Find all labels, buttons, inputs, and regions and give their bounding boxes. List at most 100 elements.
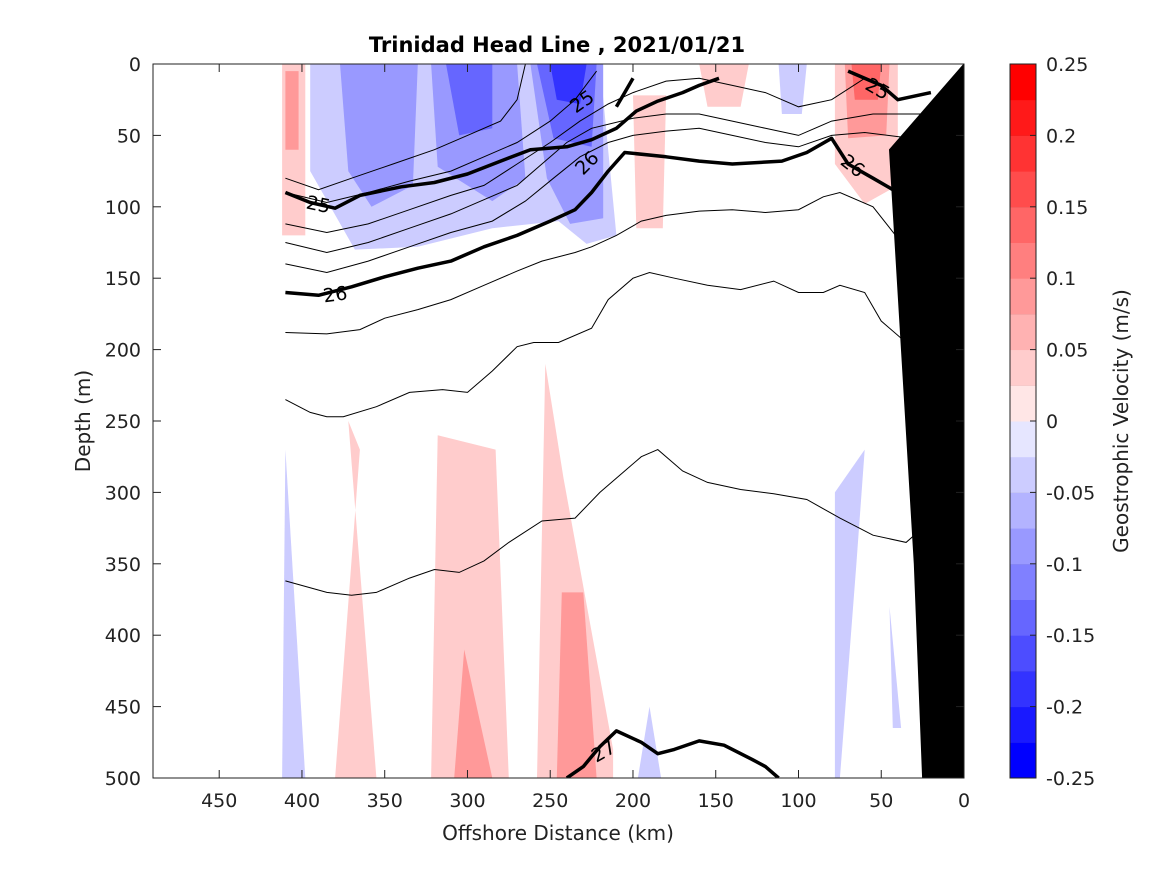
y-tick-label: 50 (117, 125, 141, 147)
y-tick-label: 400 (105, 625, 141, 647)
velocity-region (282, 449, 306, 778)
colorbar-band (1010, 99, 1036, 136)
y-tick-label: 200 (105, 340, 141, 362)
colorbar-tick-label: 0.05 (1046, 340, 1088, 362)
velocity-region (454, 649, 493, 778)
x-axis: 450 400 350 300 250 200 150 100 50 0 (201, 64, 970, 812)
colorbar-band (1010, 706, 1036, 743)
velocity-region (537, 363, 614, 778)
colorbar-band (1010, 670, 1036, 708)
colorbar-tick-label: -0.15 (1046, 625, 1095, 647)
x-tick-label: 200 (615, 790, 651, 812)
colorbar-band (1010, 528, 1036, 565)
colorbar-tick-label: 0.1 (1046, 268, 1076, 290)
colorbar-tick-label: 0.15 (1046, 197, 1088, 219)
density-contour-25 (284, 76, 720, 210)
colorbar: -0.25 -0.2 -0.15 -0.1 -0.05 0 0.05 0.1 0.15 0.2 0.… (1009, 54, 1095, 790)
colorbar-band (1010, 135, 1036, 172)
y-tick-label: 300 (105, 482, 141, 504)
velocity-region (285, 71, 299, 150)
x-tick-label: 50 (869, 790, 893, 812)
colorbar-band (1010, 64, 1036, 101)
colorbar-tick-label: -0.05 (1046, 482, 1095, 504)
x-tick-label: 450 (201, 790, 237, 812)
velocity-fill-layer (282, 64, 902, 778)
colorbar-band (1010, 492, 1036, 529)
colorbar-ticks: -0.25 -0.2 -0.15 -0.1 -0.05 0 0.05 0.1 0.15 0.2 0.… (1030, 54, 1095, 790)
colorbar-band (1010, 171, 1036, 208)
velocity-region (851, 64, 882, 100)
colorbar-band (1010, 313, 1036, 351)
x-tick-label: 0 (958, 790, 970, 812)
contour-label: 26 (322, 282, 349, 307)
velocity-region (637, 706, 662, 778)
colorbar-band (1010, 349, 1036, 386)
y-tick-label: 500 (105, 768, 141, 790)
y-axis: 0 50 100 150 200 250 300 350 400 450 500 (105, 54, 964, 790)
colorbar-band (1010, 742, 1036, 779)
velocity-region (834, 449, 865, 778)
velocity-region (431, 435, 509, 778)
density-contour-thin (285, 77, 865, 234)
density-contour-thin (285, 64, 526, 191)
velocity-region (556, 592, 597, 778)
colorbar-tick-label: 0 (1046, 411, 1058, 433)
density-contour-thin (285, 449, 929, 611)
colorbar-band (1010, 599, 1036, 636)
bathymetry-shape (888, 64, 964, 778)
density-contour-layer (284, 64, 932, 778)
y-tick-label: 0 (129, 54, 141, 76)
colorbar-band (1010, 242, 1036, 279)
colorbar-tick-label: -0.25 (1046, 768, 1095, 790)
colorbar-tick-label: 0.25 (1046, 54, 1088, 76)
contour-label-text: 26 (322, 282, 349, 307)
density-contour-thin (285, 127, 923, 274)
x-tick-label: 350 (367, 790, 403, 812)
x-axis-label: Offshore Distance (km) (442, 821, 674, 845)
colorbar-band (1010, 206, 1036, 243)
density-contour-thin (285, 271, 915, 418)
density-contour-26 (285, 136, 932, 298)
y-tick-label: 150 (105, 268, 141, 290)
contour-label: 25 (304, 192, 332, 219)
y-tick-label: 350 (105, 554, 141, 576)
colorbar-band (1010, 456, 1036, 493)
density-contour-27 (565, 729, 780, 778)
velocity-region (889, 606, 902, 728)
velocity-region (699, 64, 749, 107)
colorbar-label: Geostrophic Velocity (m/s) (1109, 289, 1133, 553)
colorbar-band (1010, 563, 1036, 600)
contour-label-text: 25 (304, 192, 332, 219)
colorbar-tick-label: -0.2 (1046, 697, 1083, 719)
colorbar-bands (1010, 63, 1036, 779)
density-contour-25 (614, 77, 635, 108)
density-contour-thin (285, 191, 932, 335)
colorbar-band (1010, 421, 1036, 458)
y-tick-label: 450 (105, 697, 141, 719)
velocity-region (335, 421, 377, 778)
density-contour-thin (285, 113, 923, 254)
density-contour-25 (847, 69, 932, 102)
bathymetry-layer (888, 64, 964, 778)
x-tick-label: 250 (532, 790, 568, 812)
colorbar-band (1010, 635, 1036, 672)
y-tick-label: 100 (105, 197, 141, 219)
velocity-region (340, 64, 418, 207)
y-tick-label: 250 (105, 411, 141, 433)
density-contour-thin (285, 70, 597, 204)
colorbar-tick-label: -0.1 (1046, 554, 1083, 576)
x-tick-label: 100 (780, 790, 816, 812)
colorbar-band (1010, 278, 1036, 315)
x-tick-label: 150 (698, 790, 734, 812)
velocity-region (550, 64, 587, 104)
velocity-region (633, 95, 667, 229)
chart-title: Trinidad Head Line , 2021/01/21 (369, 33, 745, 57)
x-tick-label: 300 (449, 790, 485, 812)
colorbar-tick-label: 0.2 (1046, 125, 1076, 147)
y-axis-label: Depth (m) (71, 370, 95, 472)
x-tick-label: 400 (284, 790, 320, 812)
colorbar-band (1010, 385, 1036, 422)
velocity-region (446, 64, 493, 136)
